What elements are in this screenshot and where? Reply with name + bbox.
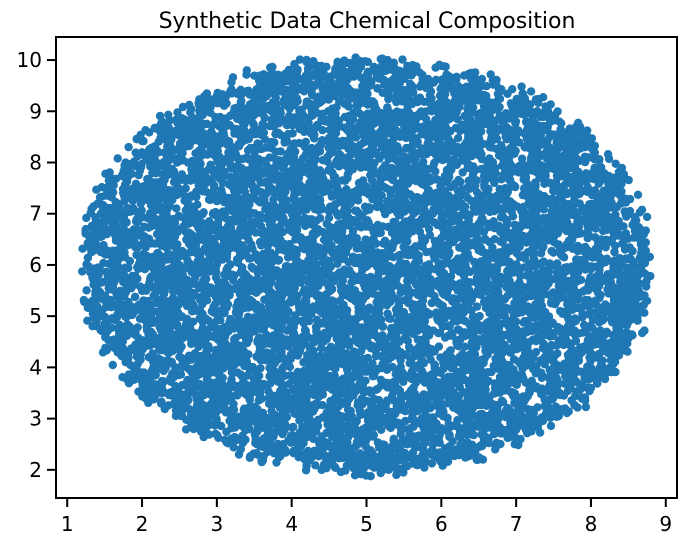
data-point (517, 82, 526, 91)
data-point (289, 422, 298, 432)
data-point (186, 108, 195, 117)
data-point (460, 265, 469, 274)
data-point (603, 150, 613, 159)
data-point (640, 326, 649, 335)
data-point (635, 208, 644, 217)
data-point (374, 268, 383, 278)
data-point (453, 134, 463, 143)
data-point (227, 405, 236, 415)
data-point (241, 435, 250, 444)
data-point (474, 443, 483, 452)
data-point (611, 210, 620, 219)
data-point (447, 261, 456, 270)
data-point (427, 94, 436, 103)
data-point (248, 244, 257, 253)
points-layer (78, 53, 655, 481)
data-point (526, 87, 536, 96)
data-point (427, 277, 437, 286)
data-point (177, 292, 186, 301)
data-point (102, 346, 111, 355)
data-point (642, 212, 652, 222)
chart-title: Synthetic Data Chemical Composition (159, 9, 576, 34)
data-point (497, 396, 507, 405)
data-point (361, 471, 371, 480)
data-point (580, 320, 589, 330)
data-point (302, 312, 311, 322)
data-point (550, 162, 559, 172)
data-point (491, 388, 500, 398)
data-point (317, 343, 326, 353)
data-point (431, 167, 440, 176)
data-point (251, 228, 260, 237)
data-point (646, 271, 655, 281)
data-point (131, 179, 141, 188)
data-point (176, 370, 186, 379)
data-point (82, 286, 91, 295)
data-point (547, 246, 556, 256)
data-point (78, 244, 87, 253)
data-point (486, 70, 495, 79)
data-point (424, 185, 433, 195)
data-point (480, 235, 489, 244)
data-point (389, 58, 398, 67)
data-point (511, 317, 521, 326)
data-point (583, 234, 592, 243)
